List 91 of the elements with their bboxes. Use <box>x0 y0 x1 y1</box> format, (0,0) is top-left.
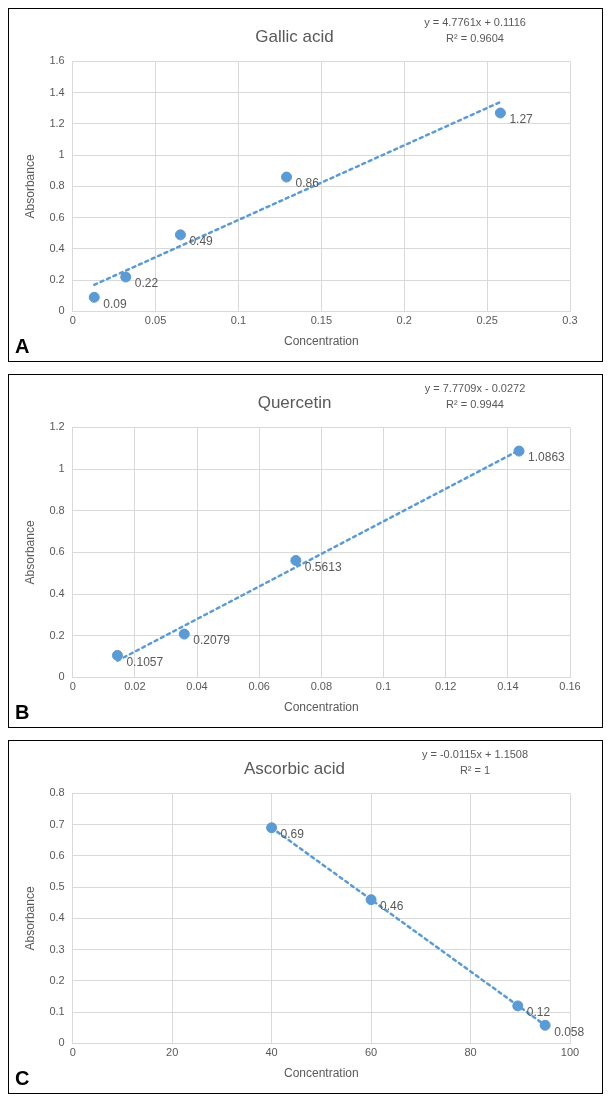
point <box>365 894 377 906</box>
y-tick-label: 0.4 <box>49 587 65 600</box>
data-label: 0.09 <box>103 296 127 311</box>
x-tick-label: 0.14 <box>497 680 519 693</box>
y-tick-label: 1.4 <box>49 85 65 98</box>
y-tick-label: 0.5 <box>49 880 65 893</box>
point <box>494 107 506 119</box>
chart-title: Ascorbic acid <box>243 758 346 778</box>
point <box>174 229 186 241</box>
y-tick-label: 0.2 <box>49 628 65 641</box>
data-label: 0.5613 <box>304 559 342 574</box>
y-tick-label: 1 <box>58 462 65 475</box>
x-tick-label: 0.1 <box>230 314 247 327</box>
text: C <box>15 1066 30 1089</box>
point <box>513 445 525 457</box>
x-axis-title: Concentration <box>283 1066 359 1081</box>
point <box>539 1019 551 1031</box>
y-tick-label: 0.6 <box>49 848 65 861</box>
y-tick-label: 0.7 <box>49 817 65 830</box>
point <box>178 628 190 640</box>
point <box>281 171 293 183</box>
x-tick-label: 0.02 <box>124 680 146 693</box>
y-tick-label: 1.2 <box>49 420 65 433</box>
y-tick-label: 0.4 <box>49 911 65 924</box>
x-tick-label: 100 <box>560 1046 580 1059</box>
y-axis-title: Absorbance <box>22 886 37 951</box>
text: R² = 1 <box>459 764 491 777</box>
y-tick-label: 0.6 <box>49 210 65 223</box>
data-label: 0.058 <box>554 1024 585 1039</box>
point <box>88 291 100 303</box>
x-tick-label: 80 <box>464 1046 477 1059</box>
text: y = 7.7709x - 0.0272 <box>424 382 526 395</box>
data-label: 0.1057 <box>126 654 164 669</box>
x-tick-label: 40 <box>265 1046 278 1059</box>
data-label: 0.49 <box>189 234 214 249</box>
y-tick-label: 0.1 <box>49 1005 65 1018</box>
x-tick-label: 0.05 <box>144 314 167 327</box>
y-tick-label: 0.2 <box>49 973 65 986</box>
data-label: 0.12 <box>526 1005 551 1020</box>
data-label: 0.86 <box>295 176 320 191</box>
x-tick-label: 0.04 <box>186 680 208 693</box>
y-tick-label: 0.3 <box>49 942 65 955</box>
x-axis-title: Concentration <box>283 700 359 715</box>
x-tick-label: 0 <box>69 680 76 693</box>
y-tick-label: 0.8 <box>49 179 65 192</box>
y-tick-label: 1.2 <box>49 116 65 129</box>
point <box>290 554 302 566</box>
text: R² = 0.9944 <box>446 398 504 411</box>
x-tick-label: 0 <box>69 1046 76 1059</box>
chart-title: Quercetin <box>257 392 332 412</box>
text: B <box>15 700 30 723</box>
text: y = -0.0115x + 1.1508 <box>421 748 529 761</box>
y-axis-title: Absorbance <box>22 520 37 585</box>
chart-title: Gallic acid <box>255 26 334 46</box>
x-tick-label: 0 <box>69 314 76 327</box>
data-label: 1.0863 <box>528 450 566 465</box>
x-tick-label: 0.15 <box>310 314 333 327</box>
x-tick-label: 60 <box>364 1046 378 1059</box>
point <box>266 822 278 834</box>
data-label: 0.46 <box>380 898 404 913</box>
y-tick-label: 0 <box>58 304 65 317</box>
point <box>111 649 123 661</box>
x-tick-label: 0.16 <box>559 680 581 693</box>
text: y = 4.7761x + 0.1116 <box>424 16 526 29</box>
x-tick-label: 0.06 <box>248 680 270 693</box>
x-tick-label: 0.2 <box>396 314 412 327</box>
text: R² = 0.9604 <box>446 32 504 45</box>
y-axis-title: Absorbance <box>22 154 37 219</box>
y-tick-label: 0 <box>58 670 65 683</box>
point <box>120 271 132 283</box>
x-tick-label: 0.12 <box>434 680 457 693</box>
x-tick-label: 20 <box>166 1046 179 1059</box>
y-tick-label: 0.8 <box>49 786 65 799</box>
y-tick-label: 0.6 <box>49 545 65 558</box>
x-tick-label: 0.08 <box>310 680 333 693</box>
data-label: 1.27 <box>509 112 534 127</box>
y-tick-label: 0 <box>58 1036 65 1049</box>
data-label: 0.22 <box>134 276 159 291</box>
x-tick-label: 0.25 <box>476 314 498 327</box>
data-label: 0.2079 <box>193 633 231 648</box>
x-tick-label: 0.1 <box>375 680 392 693</box>
y-tick-label: 0.2 <box>49 273 65 286</box>
y-tick-label: 0.4 <box>49 241 65 254</box>
x-tick-label: 0.3 <box>562 314 578 327</box>
y-tick-label: 1 <box>58 148 65 161</box>
y-tick-label: 1.6 <box>49 54 65 67</box>
point <box>512 1000 524 1012</box>
text: A <box>15 334 30 357</box>
y-tick-label: 0.8 <box>49 503 65 516</box>
x-axis-title: Concentration <box>283 334 359 349</box>
data-label: 0.69 <box>280 827 305 842</box>
